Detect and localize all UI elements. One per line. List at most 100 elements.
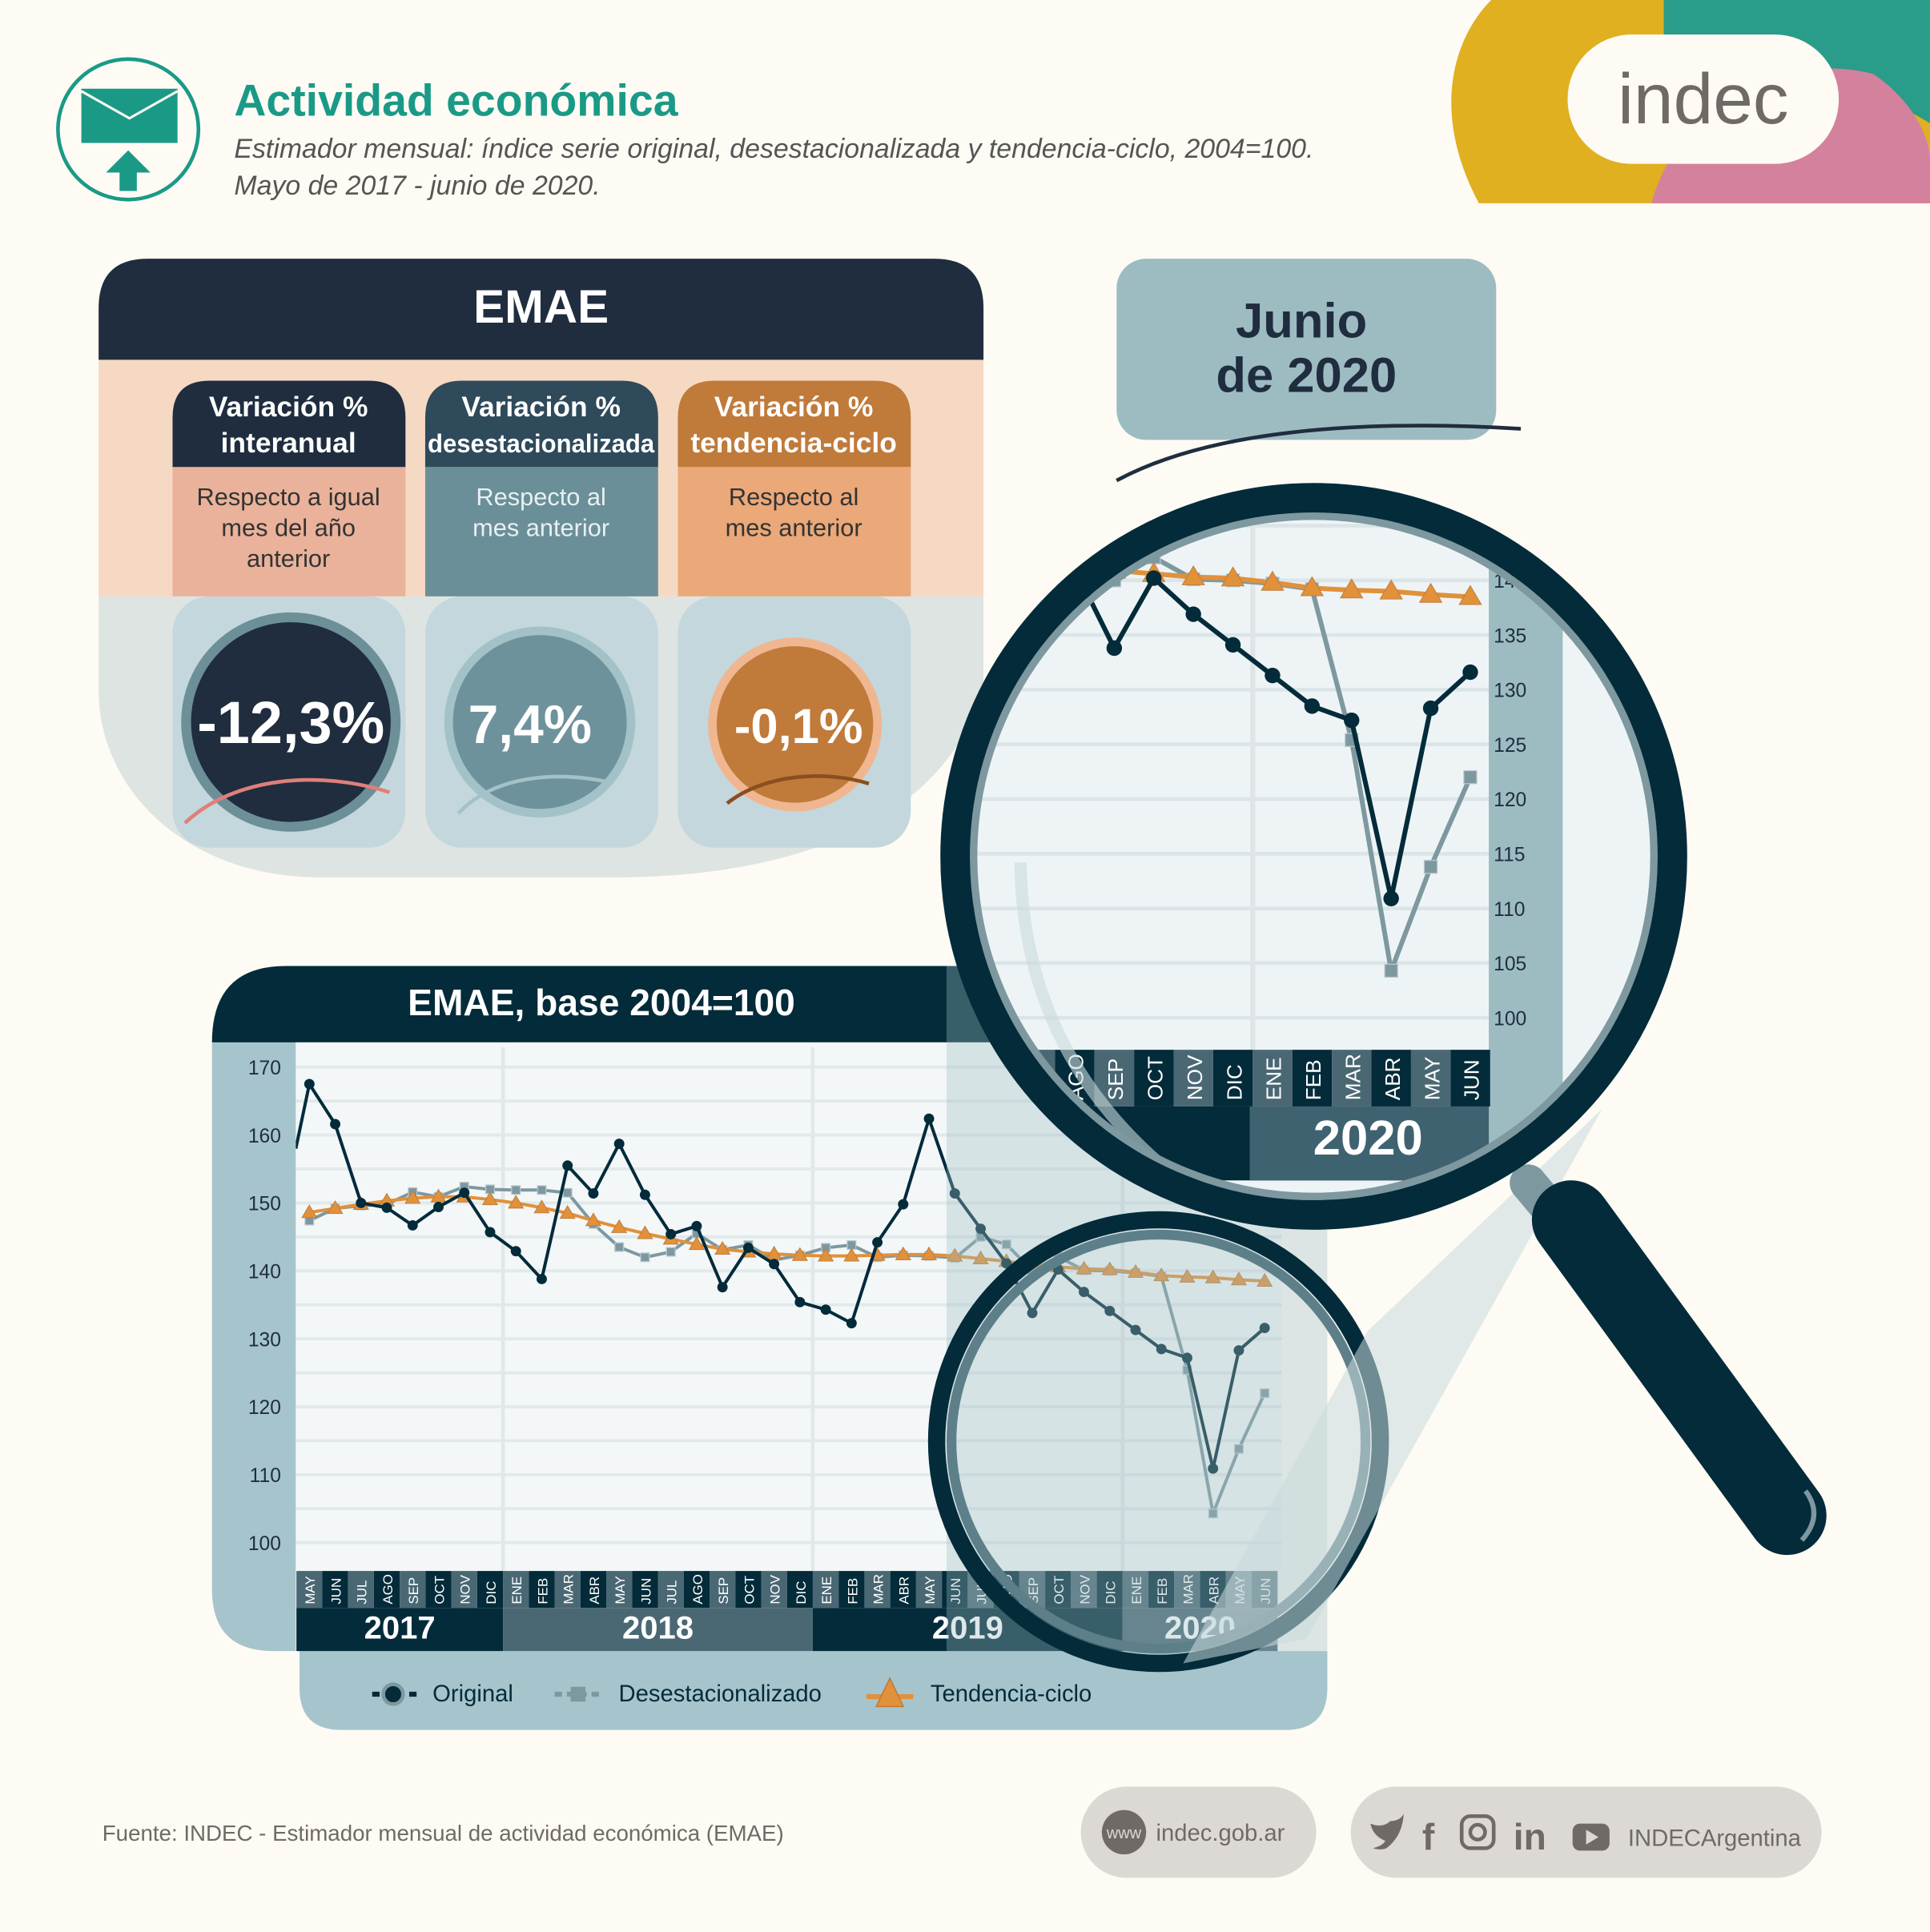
y-tick-label: 140: [248, 1262, 281, 1283]
data-point-tendencia: [1153, 1267, 1170, 1282]
data-point-tendencia: [559, 1205, 576, 1219]
youtube-icon[interactable]: [1572, 1823, 1610, 1851]
website-text[interactable]: indec.gob.ar: [1156, 1821, 1285, 1846]
linkedin-icon[interactable]: in: [1514, 1816, 1546, 1858]
data-point-original: [717, 1282, 728, 1293]
month-label: MAY: [923, 1576, 938, 1604]
data-point-original: [356, 1197, 367, 1208]
data-point-original: [1233, 1345, 1244, 1356]
data-point-original: [1079, 1287, 1089, 1298]
legend-tendencia: Tendencia-ciclo: [866, 1677, 1092, 1707]
month-label: OCT: [1051, 1576, 1067, 1605]
month-label: AGO: [380, 1574, 396, 1605]
data-point-tendencia: [533, 1199, 550, 1214]
brand-decoration: indec: [1451, 0, 1930, 203]
data-point-desestacionalizado: [1001, 1239, 1011, 1250]
twitter-icon[interactable]: [1370, 1814, 1404, 1850]
data-point-tendencia: [843, 1247, 860, 1262]
data-point-original: [1422, 700, 1439, 717]
series-line-original: [308, 1082, 1266, 1471]
month-cell: [322, 1571, 348, 1609]
data-point-tendencia: [1181, 564, 1205, 585]
data-point-tendencia: [611, 1219, 628, 1233]
data-point-original: [381, 1202, 392, 1213]
data-point-original: [1130, 1324, 1141, 1336]
card-title-line1: Variación %: [209, 392, 368, 423]
data-point-tendencia: [1076, 1260, 1092, 1275]
data-point-tendencia: [1379, 579, 1403, 600]
y-tick-label: 100: [248, 1533, 281, 1555]
data-point-desestacionalizado: [614, 1242, 625, 1252]
data-point-original: [769, 1259, 780, 1270]
data-point-tendencia: [791, 1247, 808, 1261]
main-chart: EMAE, base 2004=100 100 110 120 130 140 150 16…: [211, 966, 1389, 1730]
instagram-icon[interactable]: [1459, 1814, 1496, 1850]
zoom-y-tick-label: 100: [1494, 1008, 1526, 1030]
data-point-original: [1383, 890, 1399, 906]
month-label: FEB: [1155, 1578, 1170, 1605]
data-point-original: [949, 1188, 960, 1199]
data-point-tendencia: [1300, 576, 1325, 596]
month-label: JUL: [355, 1581, 370, 1605]
zoom-month-cell: [1450, 1050, 1490, 1107]
legend-desestacionalizado: Desestacionalizado: [554, 1681, 822, 1707]
zoom-y-tick-label: 125: [1494, 735, 1526, 757]
zoom-month-cell: [1212, 1050, 1253, 1107]
period-line2: de 2020: [1216, 347, 1397, 403]
month-cell: [1122, 1571, 1149, 1609]
data-point-tendencia: [508, 1195, 525, 1209]
zoom-y-tick-label: 105: [1494, 954, 1526, 975]
data-point-original: [407, 1219, 418, 1231]
year-label: 2019: [932, 1611, 1003, 1646]
zoom-month-cell: [1292, 1050, 1333, 1107]
arrow-up-icon: [106, 150, 151, 191]
y-tick-label: 120: [248, 1397, 281, 1419]
year-label: 2018: [622, 1611, 694, 1646]
data-point-original: [742, 1242, 754, 1253]
data-point-tendencia: [1261, 570, 1285, 591]
zoom-month-label: ENE: [1262, 1057, 1286, 1100]
data-point-tendencia: [921, 1246, 938, 1260]
y-tick-label: 160: [248, 1126, 281, 1147]
social-handle[interactable]: INDECArgentina: [1628, 1826, 1802, 1851]
subtitle-line1: Estimador mensual: índice serie original…: [234, 134, 1313, 164]
data-point-tendencia: [1257, 1272, 1273, 1287]
data-point-tendencia: [895, 1246, 911, 1260]
month-cell: [838, 1571, 865, 1609]
year-band: [296, 1608, 504, 1652]
month-cell: [1096, 1571, 1123, 1609]
data-point-original: [433, 1202, 444, 1212]
source-note: Fuente: INDEC - Estimador mensual de act…: [103, 1821, 784, 1846]
facebook-icon[interactable]: f: [1422, 1816, 1435, 1858]
envelope-icon: [81, 88, 178, 143]
month-label: ENE: [819, 1577, 834, 1605]
data-point-tendencia: [818, 1247, 834, 1262]
zoom-y-tick-label: 120: [1494, 789, 1526, 811]
month-cell: [606, 1571, 633, 1609]
month-cell: [1148, 1571, 1175, 1609]
month-cell: [709, 1571, 736, 1609]
month-cell: [1045, 1571, 1072, 1609]
month-cell: [632, 1571, 658, 1609]
month-cell: [812, 1571, 839, 1609]
data-point-tendencia: [1230, 1271, 1247, 1286]
y-tick-label: 110: [250, 1465, 281, 1487]
y-tick-label: 130: [248, 1329, 281, 1351]
data-point-original: [562, 1160, 573, 1171]
month-cell: [657, 1571, 684, 1609]
data-point-tendencia: [972, 1250, 989, 1264]
card-value: -12,3%: [197, 689, 384, 756]
month-label: JUN: [328, 1578, 344, 1605]
zoom-month-label: DIC: [1222, 1064, 1246, 1100]
zoom-month-label: MAR: [1341, 1054, 1365, 1100]
chart-title: EMAE, base 2004=100: [408, 982, 795, 1023]
card-interanual: Variación % interanual Respecto a igual …: [172, 380, 406, 848]
data-point-tendencia: [714, 1240, 731, 1255]
website-link[interactable]: www indec.gob.ar: [1080, 1786, 1317, 1878]
month-label: MAR: [561, 1574, 577, 1605]
card-desc-line3: anterior: [247, 544, 330, 572]
data-point-desestacionalizado: [1423, 859, 1438, 874]
month-cell: [580, 1571, 607, 1609]
